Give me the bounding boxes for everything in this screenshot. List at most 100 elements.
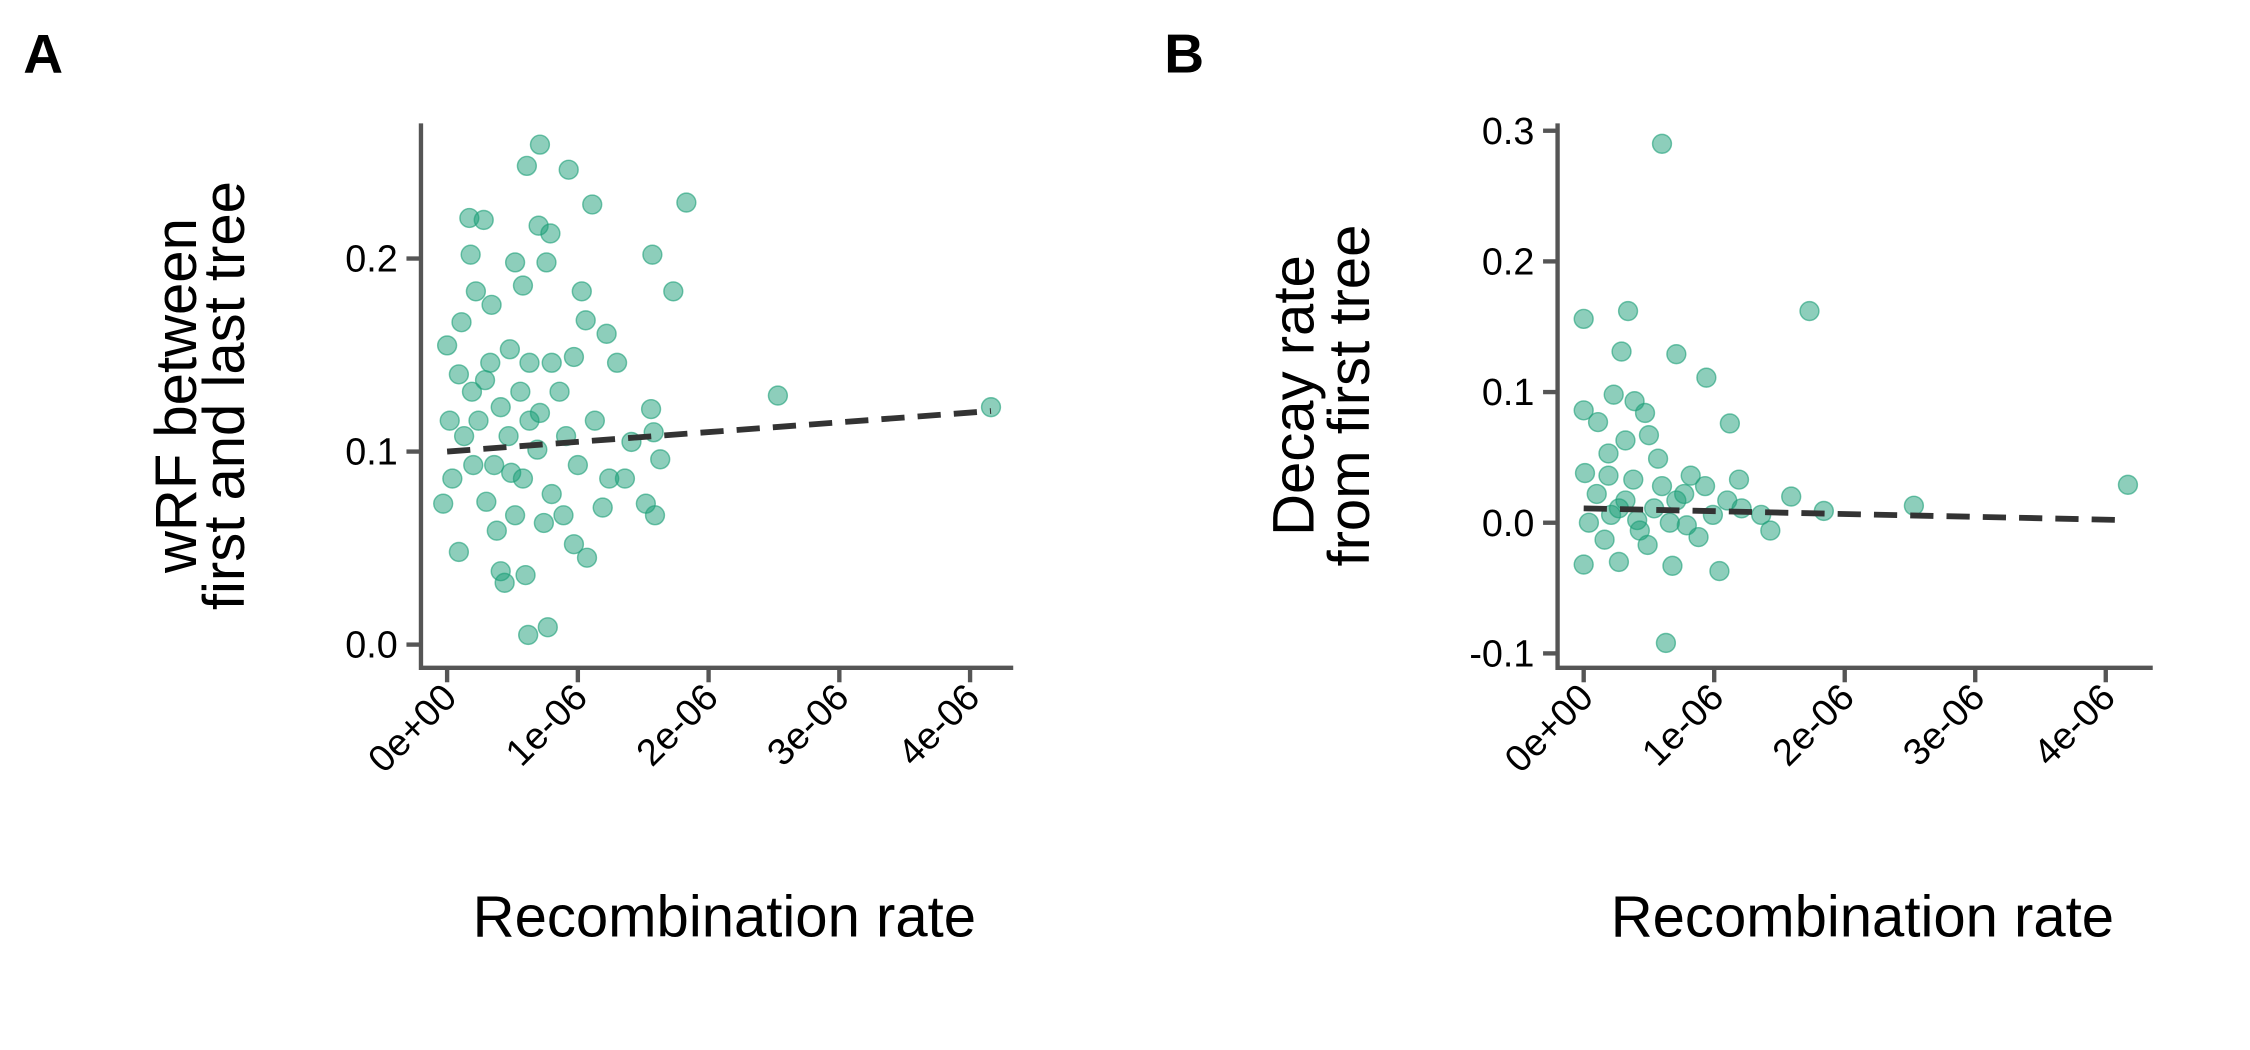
point (1598, 465, 1619, 486)
point (1578, 512, 1600, 533)
point (553, 505, 574, 526)
point (1651, 475, 1673, 497)
axis-line (1555, 123, 2153, 670)
point (1638, 425, 1660, 446)
y-tick-label: 0.0 (1482, 502, 1534, 544)
point (465, 281, 487, 302)
point (567, 454, 589, 476)
point (642, 244, 663, 265)
point (442, 468, 463, 489)
y-axis-title: from first tree (1317, 225, 1382, 567)
point (473, 209, 494, 231)
point (1655, 632, 1677, 654)
point (606, 352, 628, 373)
point (541, 352, 562, 373)
point (1696, 367, 1717, 388)
point (433, 493, 454, 514)
x-axis-title: Recombination rate (1611, 884, 2114, 949)
point (1573, 308, 1594, 330)
point (494, 572, 515, 593)
y-tick-label: 0.3 (1482, 110, 1534, 152)
x-axis-title: Recombination rate (473, 884, 976, 949)
point (980, 397, 1002, 418)
point (439, 410, 460, 431)
trend-line (1583, 505, 2127, 524)
x-tick-label: 4e-06 (889, 676, 987, 774)
point (558, 159, 579, 180)
point (448, 541, 470, 563)
point (614, 468, 636, 489)
point (635, 493, 657, 514)
point (1573, 400, 1594, 421)
point (650, 449, 671, 470)
point (1903, 495, 1925, 516)
point (504, 505, 526, 526)
trend-line (446, 408, 992, 455)
point (448, 364, 470, 385)
y-tick-label: 0.1 (345, 431, 397, 473)
point (1760, 520, 1781, 541)
point (510, 381, 531, 402)
point (504, 252, 526, 273)
point (1719, 413, 1741, 434)
point (499, 339, 521, 360)
point (1659, 512, 1680, 533)
point (453, 425, 475, 447)
y-tick-label: -0.1 (1469, 632, 1534, 674)
point (1781, 486, 1802, 507)
point (1666, 490, 1687, 511)
panel-label: B (1164, 23, 1204, 85)
point (463, 454, 484, 476)
point (571, 281, 592, 302)
y-tick-label: 0.0 (345, 624, 397, 666)
point (676, 192, 697, 213)
point (1637, 534, 1658, 556)
point (1608, 551, 1630, 573)
point (576, 547, 598, 568)
y-axis-title: first and last tree (192, 181, 257, 610)
y-tick-label: 0.2 (345, 238, 397, 280)
point (436, 335, 458, 356)
point (501, 462, 522, 483)
x-tick-label: 0e+00 (360, 676, 465, 781)
point (1728, 469, 1750, 490)
point (575, 310, 596, 331)
point (1647, 448, 1669, 469)
point (541, 483, 562, 505)
point (1573, 554, 1594, 575)
panel-label: A (23, 23, 63, 85)
axis-line (418, 123, 1014, 670)
point (1662, 555, 1683, 577)
point (640, 398, 662, 420)
x-tick-label: 0e+00 (1496, 676, 1601, 781)
point (468, 410, 489, 431)
point (1611, 341, 1632, 362)
point (1587, 411, 1609, 433)
point (476, 491, 497, 512)
point (460, 244, 481, 265)
point (1676, 515, 1697, 536)
point (663, 281, 684, 302)
point (519, 352, 540, 373)
point (515, 564, 536, 586)
x-tick-label: 1e-06 (497, 676, 595, 774)
point (563, 346, 585, 368)
point (1634, 402, 1656, 424)
point (1666, 344, 1687, 365)
point (498, 425, 519, 447)
point (1694, 475, 1716, 497)
x-tick-label: 3e-06 (1895, 676, 1993, 774)
point (516, 155, 538, 177)
point (451, 312, 472, 333)
point (582, 194, 603, 215)
point (481, 294, 502, 316)
point (540, 223, 561, 244)
y-tick-label: 0.1 (1482, 371, 1534, 413)
point (584, 410, 606, 431)
point (512, 275, 534, 296)
point (518, 624, 539, 646)
point (1598, 443, 1619, 464)
point (592, 497, 613, 518)
